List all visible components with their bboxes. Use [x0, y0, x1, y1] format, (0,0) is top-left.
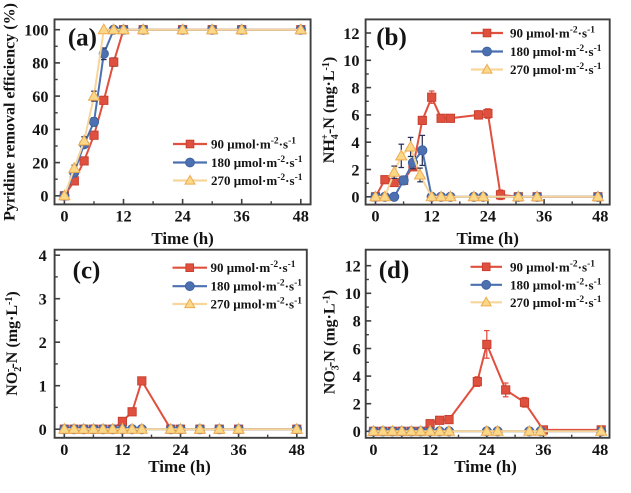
- svg-text:Pyridine removal efficiency (%: Pyridine removal efficiency (%): [2, 3, 19, 221]
- svg-text:0: 0: [39, 420, 47, 439]
- svg-text:48: 48: [592, 440, 608, 459]
- svg-text:270 μmol·m-2·s-1: 270 μmol·m-2·s-1: [211, 297, 303, 312]
- svg-text:0: 0: [371, 207, 379, 226]
- svg-text:80: 80: [32, 54, 48, 73]
- svg-text:270 μmol·m-2·s-1: 270 μmol·m-2·s-1: [510, 62, 602, 77]
- svg-text:10: 10: [345, 284, 361, 303]
- svg-text:8: 8: [351, 78, 359, 97]
- svg-text:0: 0: [353, 422, 361, 441]
- svg-text:NO2--N (mg·L-1): NO2--N (mg·L-1): [2, 291, 24, 395]
- svg-text:48: 48: [289, 440, 305, 459]
- svg-text:180 μmol·m-2·s-1: 180 μmol·m-2·s-1: [510, 277, 602, 292]
- svg-text:12: 12: [422, 440, 438, 459]
- svg-text:2: 2: [39, 333, 47, 352]
- svg-text:90 μmol·m-2·s-1: 90 μmol·m-2·s-1: [510, 259, 595, 274]
- svg-text:60: 60: [32, 87, 48, 106]
- svg-text:12: 12: [345, 257, 361, 276]
- svg-text:2: 2: [351, 160, 359, 179]
- svg-text:12: 12: [114, 440, 130, 459]
- svg-text:Time (h): Time (h): [454, 457, 517, 476]
- svg-text:NH4+-N (mg·L-1): NH4+-N (mg·L-1): [320, 57, 341, 163]
- svg-text:90 μmol·m-2·s-1: 90 μmol·m-2·s-1: [211, 137, 296, 152]
- svg-text:180 μmol·m-2·s-1: 180 μmol·m-2·s-1: [510, 44, 602, 59]
- svg-text:4: 4: [39, 246, 47, 265]
- svg-text:24: 24: [172, 440, 188, 459]
- svg-text:3: 3: [39, 290, 47, 309]
- svg-text:NO3--N (mg·L-1): NO3--N (mg·L-1): [320, 290, 342, 394]
- svg-text:12: 12: [343, 24, 359, 43]
- svg-text:0: 0: [60, 440, 68, 459]
- svg-text:Time (h): Time (h): [456, 229, 519, 248]
- svg-text:24: 24: [480, 207, 496, 226]
- svg-text:0: 0: [351, 188, 359, 207]
- svg-text:(b): (b): [376, 24, 407, 51]
- svg-text:6: 6: [351, 106, 359, 125]
- svg-text:180 μmol·m-2·s-1: 180 μmol·m-2·s-1: [211, 155, 303, 170]
- svg-text:180 μmol·m-2·s-1: 180 μmol·m-2·s-1: [211, 279, 303, 294]
- svg-text:(a): (a): [68, 24, 97, 51]
- svg-text:48: 48: [592, 207, 608, 226]
- svg-text:100: 100: [24, 21, 48, 40]
- svg-text:20: 20: [32, 153, 48, 172]
- svg-text:2: 2: [353, 395, 361, 414]
- svg-text:270 μmol·m-2·s-1: 270 μmol·m-2·s-1: [211, 173, 303, 188]
- svg-text:90 μmol·m-2·s-1: 90 μmol·m-2·s-1: [510, 26, 595, 41]
- svg-text:6: 6: [353, 339, 361, 358]
- svg-text:10: 10: [343, 51, 359, 70]
- svg-text:4: 4: [351, 133, 359, 152]
- svg-text:36: 36: [234, 207, 250, 226]
- svg-text:0: 0: [40, 187, 48, 206]
- svg-text:24: 24: [174, 207, 190, 226]
- svg-text:1: 1: [39, 377, 47, 396]
- svg-text:36: 36: [536, 207, 552, 226]
- svg-text:12: 12: [424, 207, 440, 226]
- svg-text:Time (h): Time (h): [151, 229, 214, 248]
- svg-text:(c): (c): [73, 258, 101, 285]
- svg-text:36: 36: [535, 440, 551, 459]
- svg-text:0: 0: [369, 440, 377, 459]
- svg-text:48: 48: [293, 207, 309, 226]
- svg-text:40: 40: [32, 120, 48, 139]
- svg-text:270 μmol·m-2·s-1: 270 μmol·m-2·s-1: [510, 295, 602, 310]
- svg-text:90 μmol·m-2·s-1: 90 μmol·m-2·s-1: [211, 260, 296, 275]
- svg-text:8: 8: [353, 312, 361, 331]
- svg-text:24: 24: [479, 440, 495, 459]
- svg-text:Time (h): Time (h): [148, 457, 211, 476]
- svg-text:4: 4: [353, 367, 361, 386]
- svg-text:(d): (d): [379, 257, 410, 284]
- svg-text:12: 12: [115, 207, 131, 226]
- svg-text:0: 0: [60, 207, 68, 226]
- svg-text:36: 36: [230, 440, 246, 459]
